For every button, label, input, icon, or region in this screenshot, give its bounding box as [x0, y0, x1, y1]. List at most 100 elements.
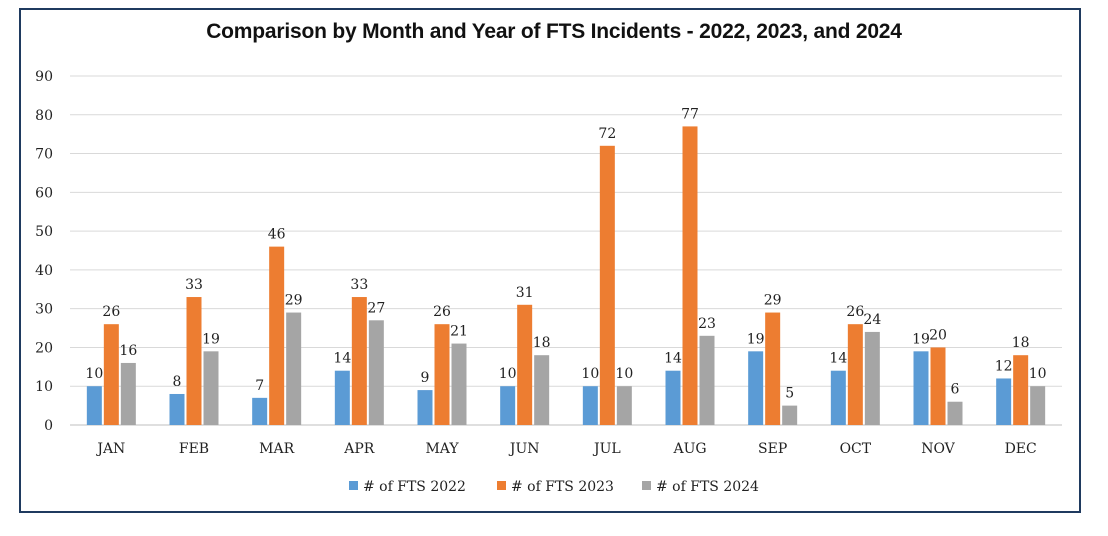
bar [930, 347, 946, 425]
y-tick-label: 70 [35, 147, 53, 163]
data-label: 26 [102, 304, 120, 320]
bar [864, 331, 880, 425]
data-labels: 10 26 16 8 33 19 7 46 29 14 33 27 9 26 21 10 31 18 10 72 10 1… [85, 106, 1046, 401]
x-category-label: NOV [921, 441, 955, 457]
x-category-label: JUN [508, 441, 540, 457]
x-axis: JAN FEB MAR APR MAY JUN JUL AUG SEP OCT NOV DEC [95, 441, 1036, 457]
legend-swatch [497, 481, 506, 490]
y-tick-label: 10 [35, 379, 53, 395]
bar [186, 297, 202, 425]
bar [682, 126, 698, 426]
bar [351, 297, 367, 425]
chart-title: Comparison by Month and Year of FTS Inci… [206, 20, 902, 43]
data-label: 6 [951, 382, 960, 398]
y-tick-label: 90 [35, 69, 53, 85]
gridlines [70, 75, 1062, 426]
data-label: 21 [450, 324, 468, 340]
y-tick-label: 20 [35, 340, 53, 356]
data-label: 14 [829, 351, 847, 367]
x-category-label: OCT [840, 441, 872, 457]
y-tick-label: 60 [35, 185, 53, 201]
bar [451, 343, 467, 425]
data-label: 18 [1012, 335, 1030, 351]
data-label: 23 [698, 316, 716, 332]
bar [103, 324, 119, 425]
data-label: 27 [367, 300, 385, 316]
data-label: 77 [681, 106, 699, 122]
y-tick-label: 40 [35, 263, 53, 279]
x-category-label: DEC [1005, 441, 1037, 457]
data-label: 16 [119, 343, 137, 359]
legend-entry: # of FTS 2022 [363, 479, 466, 495]
data-label: 29 [764, 293, 782, 309]
data-label: 19 [912, 331, 930, 347]
bars [86, 126, 1046, 426]
y-tick-label: 30 [35, 302, 53, 318]
legend-entry: # of FTS 2023 [511, 479, 614, 495]
data-label: 14 [664, 351, 682, 367]
chart-frame [19, 8, 1081, 513]
bar [913, 351, 929, 425]
x-category-label: APR [343, 441, 375, 457]
bar [434, 324, 450, 425]
legend: # of FTS 2022 # of FTS 2023 # of FTS 2024 [349, 479, 759, 495]
bar [252, 397, 268, 425]
bar [616, 386, 632, 425]
data-label: 19 [747, 331, 765, 347]
bar [534, 355, 550, 425]
x-category-label: FEB [179, 441, 209, 457]
bar [699, 335, 715, 425]
x-category-label: MAY [425, 441, 459, 457]
y-tick-label: 80 [35, 108, 53, 124]
bar [665, 370, 681, 425]
data-label: 19 [202, 331, 220, 347]
bar [417, 390, 433, 425]
data-label: 46 [268, 227, 286, 243]
bar [286, 312, 302, 425]
data-label: 7 [255, 378, 264, 394]
bar [947, 401, 963, 425]
bar [368, 320, 384, 425]
x-category-label: JUL [592, 441, 621, 457]
data-label: 24 [863, 312, 881, 328]
data-label: 29 [285, 293, 303, 309]
bar [1013, 355, 1029, 425]
data-label: 12 [995, 358, 1013, 374]
bar [748, 351, 764, 425]
bar [847, 324, 863, 425]
data-label: 20 [929, 327, 947, 343]
legend-swatch [349, 481, 358, 490]
data-label: 26 [846, 304, 864, 320]
bar [269, 246, 285, 425]
bar [120, 362, 136, 425]
data-label: 10 [499, 366, 517, 382]
data-label: 10 [85, 366, 103, 382]
bar [830, 370, 846, 425]
data-label: 14 [333, 351, 351, 367]
x-category-label: SEP [758, 441, 787, 457]
legend-swatch [642, 481, 651, 490]
x-category-label: AUG [672, 441, 706, 457]
x-category-label: JAN [95, 441, 125, 457]
data-label: 33 [185, 277, 203, 293]
data-label: 72 [598, 126, 616, 142]
legend-entry: # of FTS 2024 [656, 479, 759, 495]
data-label: 18 [533, 335, 551, 351]
data-label: 10 [615, 366, 633, 382]
data-label: 10 [581, 366, 599, 382]
bar [599, 145, 615, 426]
data-label: 31 [516, 285, 534, 301]
y-tick-label: 0 [44, 418, 53, 434]
data-label: 10 [1029, 366, 1047, 382]
bar [782, 405, 798, 425]
bar [169, 393, 185, 425]
data-label: 5 [785, 386, 794, 402]
bar [517, 304, 533, 425]
bar [334, 370, 350, 425]
data-label: 33 [350, 277, 368, 293]
bar [86, 386, 102, 425]
bar [500, 386, 516, 425]
data-label: 9 [421, 370, 430, 386]
data-label: 8 [173, 374, 182, 390]
